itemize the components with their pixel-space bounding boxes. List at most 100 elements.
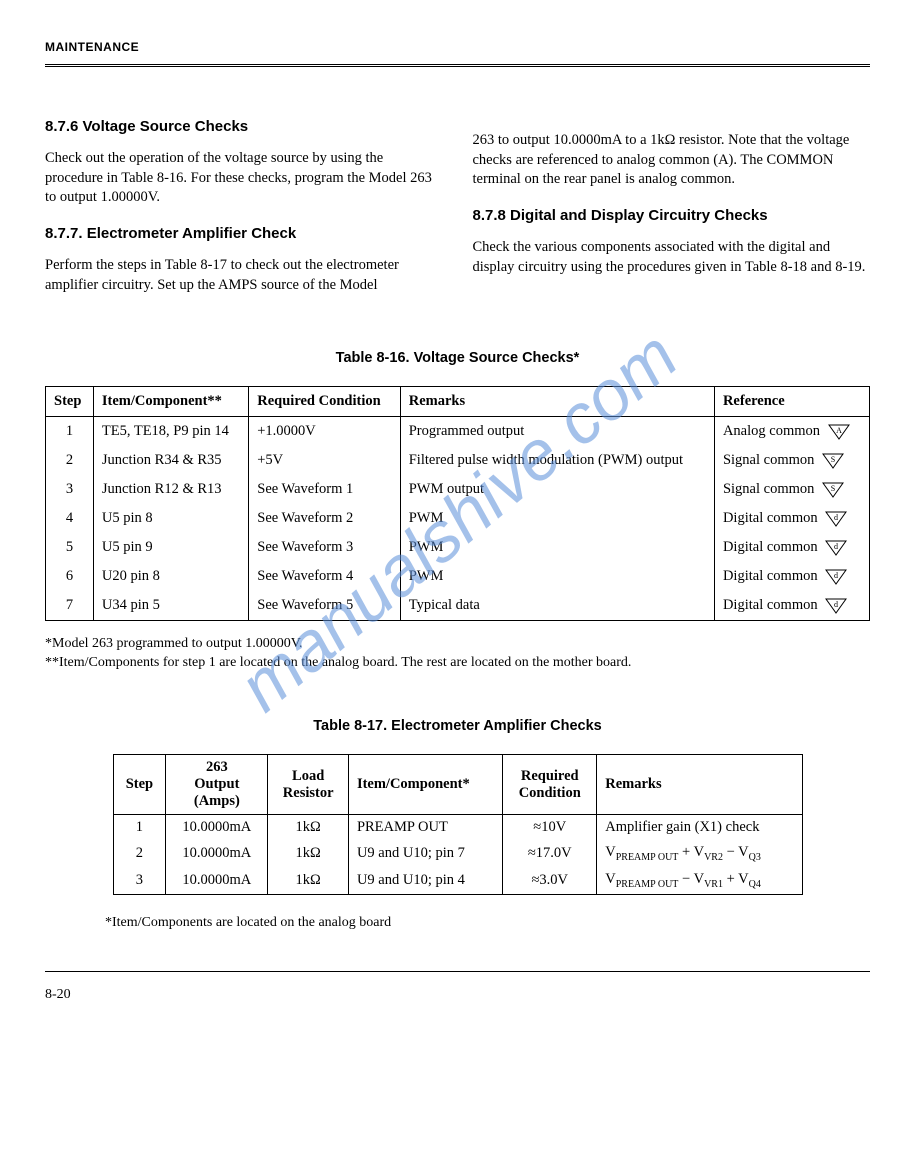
cell-condition: +5V	[249, 446, 400, 475]
right-column: 263 to output 10.0000mA to a 1kΩ resisto…	[473, 101, 871, 305]
cell-output: 10.0000mA	[166, 815, 268, 841]
left-column: 8.7.6 Voltage Source Checks Check out th…	[45, 101, 443, 305]
section-878-heading: 8.7.8 Digital and Display Circuitry Chec…	[473, 206, 871, 226]
header-rule	[45, 64, 870, 71]
cell-item: U5 pin 9	[93, 533, 248, 562]
t2-col-2: LoadResistor	[268, 755, 349, 815]
cell-reference: Analog common A	[714, 417, 869, 447]
section-877-heading: 8.7.7. Electrometer Amplifier Check	[45, 224, 443, 244]
table-row: 3 10.0000mA 1kΩ U9 and U10; pin 4 ≈3.0V …	[113, 867, 802, 894]
cell-remarks: Amplifier gain (X1) check	[597, 815, 802, 841]
cell-step: 3	[46, 475, 94, 504]
cell-output: 10.0000mA	[166, 840, 268, 867]
page-number: 8-20	[45, 987, 870, 1003]
section-877-body: Perform the steps in Table 8-17 to check…	[45, 256, 443, 295]
table-row: 2 Junction R34 & R35 +5V Filtered pulse …	[46, 446, 870, 475]
cell-condition: See Waveform 2	[249, 504, 400, 533]
table-16: StepItem/Component**Required ConditionRe…	[45, 386, 870, 621]
t2-col-0: Step	[113, 755, 166, 815]
table-16-footnote-2: **Item/Components for step 1 are located…	[45, 654, 870, 673]
cell-condition: See Waveform 4	[249, 562, 400, 591]
cell-step: 7	[46, 591, 94, 621]
cell-load: 1kΩ	[268, 815, 349, 841]
cell-item: TE5, TE18, P9 pin 14	[93, 417, 248, 447]
svg-text:d: d	[834, 513, 838, 522]
table-16-col-2: Required Condition	[249, 387, 400, 417]
cell-condition: See Waveform 3	[249, 533, 400, 562]
table-row: 6 U20 pin 8 See Waveform 4 PWM Digital c…	[46, 562, 870, 591]
table-row: 4 U5 pin 8 See Waveform 2 PWM Digital co…	[46, 504, 870, 533]
cell-condition: ≈17.0V	[503, 840, 597, 867]
cell-reference: Digital common d	[714, 533, 869, 562]
cell-step: 1	[113, 815, 166, 841]
svg-text:d: d	[834, 571, 838, 580]
cell-remarks: VPREAMP OUT − VVR1 + VQ4	[597, 867, 802, 894]
table-row: 2 10.0000mA 1kΩ U9 and U10; pin 7 ≈17.0V…	[113, 840, 802, 867]
cell-step: 2	[113, 840, 166, 867]
table-row: 5 U5 pin 9 See Waveform 3 PWM Digital co…	[46, 533, 870, 562]
svg-text:d: d	[834, 600, 838, 609]
cell-step: 3	[113, 867, 166, 894]
cell-output: 10.0000mA	[166, 867, 268, 894]
section-876-heading: 8.7.6 Voltage Source Checks	[45, 117, 443, 137]
cell-condition: ≈3.0V	[503, 867, 597, 894]
cell-condition: +1.0000V	[249, 417, 400, 447]
table-row: 7 U34 pin 5 See Waveform 5 Typical data …	[46, 591, 870, 621]
table-17-title: Table 8-17. Electrometer Amplifier Check…	[45, 718, 870, 734]
cell-reference: Digital common d	[714, 504, 869, 533]
table-17: Step 263Output(Amps) LoadResistor Item/C…	[113, 754, 803, 895]
page-header: MAINTENANCE	[45, 40, 870, 54]
cell-reference: Signal common S	[714, 446, 869, 475]
t2-col-4: RequiredCondition	[503, 755, 597, 815]
cell-reference: Digital common d	[714, 562, 869, 591]
table-16-col-4: Reference	[714, 387, 869, 417]
cell-step: 4	[46, 504, 94, 533]
cell-condition: See Waveform 5	[249, 591, 400, 621]
cell-reference: Signal common S	[714, 475, 869, 504]
table-16-col-0: Step	[46, 387, 94, 417]
section-877-continuation: 263 to output 10.0000mA to a 1kΩ resisto…	[473, 131, 871, 190]
cell-remarks: PWM	[400, 504, 714, 533]
cell-item: U20 pin 8	[93, 562, 248, 591]
section-876-body: Check out the operation of the voltage s…	[45, 149, 443, 208]
cell-reference: Digital common d	[714, 591, 869, 621]
cell-remarks: Filtered pulse width modulation (PWM) ou…	[400, 446, 714, 475]
cell-step: 6	[46, 562, 94, 591]
cell-remarks: VPREAMP OUT + VVR2 − VQ3	[597, 840, 802, 867]
table-16-col-1: Item/Component**	[93, 387, 248, 417]
svg-text:S: S	[831, 455, 835, 464]
table-17-footnote: *Item/Components are located on the anal…	[105, 915, 870, 931]
table-row: 1 TE5, TE18, P9 pin 14 +1.0000V Programm…	[46, 417, 870, 447]
section-878-body: Check the various components associated …	[473, 238, 871, 277]
t2-col-5: Remarks	[597, 755, 802, 815]
cell-remarks: PWM	[400, 562, 714, 591]
footer-rule	[45, 971, 870, 972]
table-row: 3 Junction R12 & R13 See Waveform 1 PWM …	[46, 475, 870, 504]
cell-item: U5 pin 8	[93, 504, 248, 533]
table-16-col-3: Remarks	[400, 387, 714, 417]
cell-item: Junction R12 & R13	[93, 475, 248, 504]
cell-step: 2	[46, 446, 94, 475]
svg-text:d: d	[834, 542, 838, 551]
cell-remarks: Programmed output	[400, 417, 714, 447]
cell-condition: ≈10V	[503, 815, 597, 841]
cell-remarks: PWM	[400, 533, 714, 562]
svg-text:S: S	[831, 484, 835, 493]
cell-step: 1	[46, 417, 94, 447]
t2-col-3: Item/Component*	[348, 755, 502, 815]
svg-text:A: A	[836, 426, 842, 435]
cell-load: 1kΩ	[268, 840, 349, 867]
table-16-title: Table 8-16. Voltage Source Checks*	[45, 350, 870, 366]
cell-item: PREAMP OUT	[348, 815, 502, 841]
cell-item: U9 and U10; pin 7	[348, 840, 502, 867]
table-16-footnote-1: *Model 263 programmed to output 1.00000V…	[45, 635, 870, 654]
cell-remarks: PWM output	[400, 475, 714, 504]
cell-condition: See Waveform 1	[249, 475, 400, 504]
t2-col-1: 263Output(Amps)	[166, 755, 268, 815]
cell-item: Junction R34 & R35	[93, 446, 248, 475]
cell-step: 5	[46, 533, 94, 562]
cell-item: U34 pin 5	[93, 591, 248, 621]
cell-item: U9 and U10; pin 4	[348, 867, 502, 894]
cell-load: 1kΩ	[268, 867, 349, 894]
table-row: 1 10.0000mA 1kΩ PREAMP OUT ≈10V Amplifie…	[113, 815, 802, 841]
